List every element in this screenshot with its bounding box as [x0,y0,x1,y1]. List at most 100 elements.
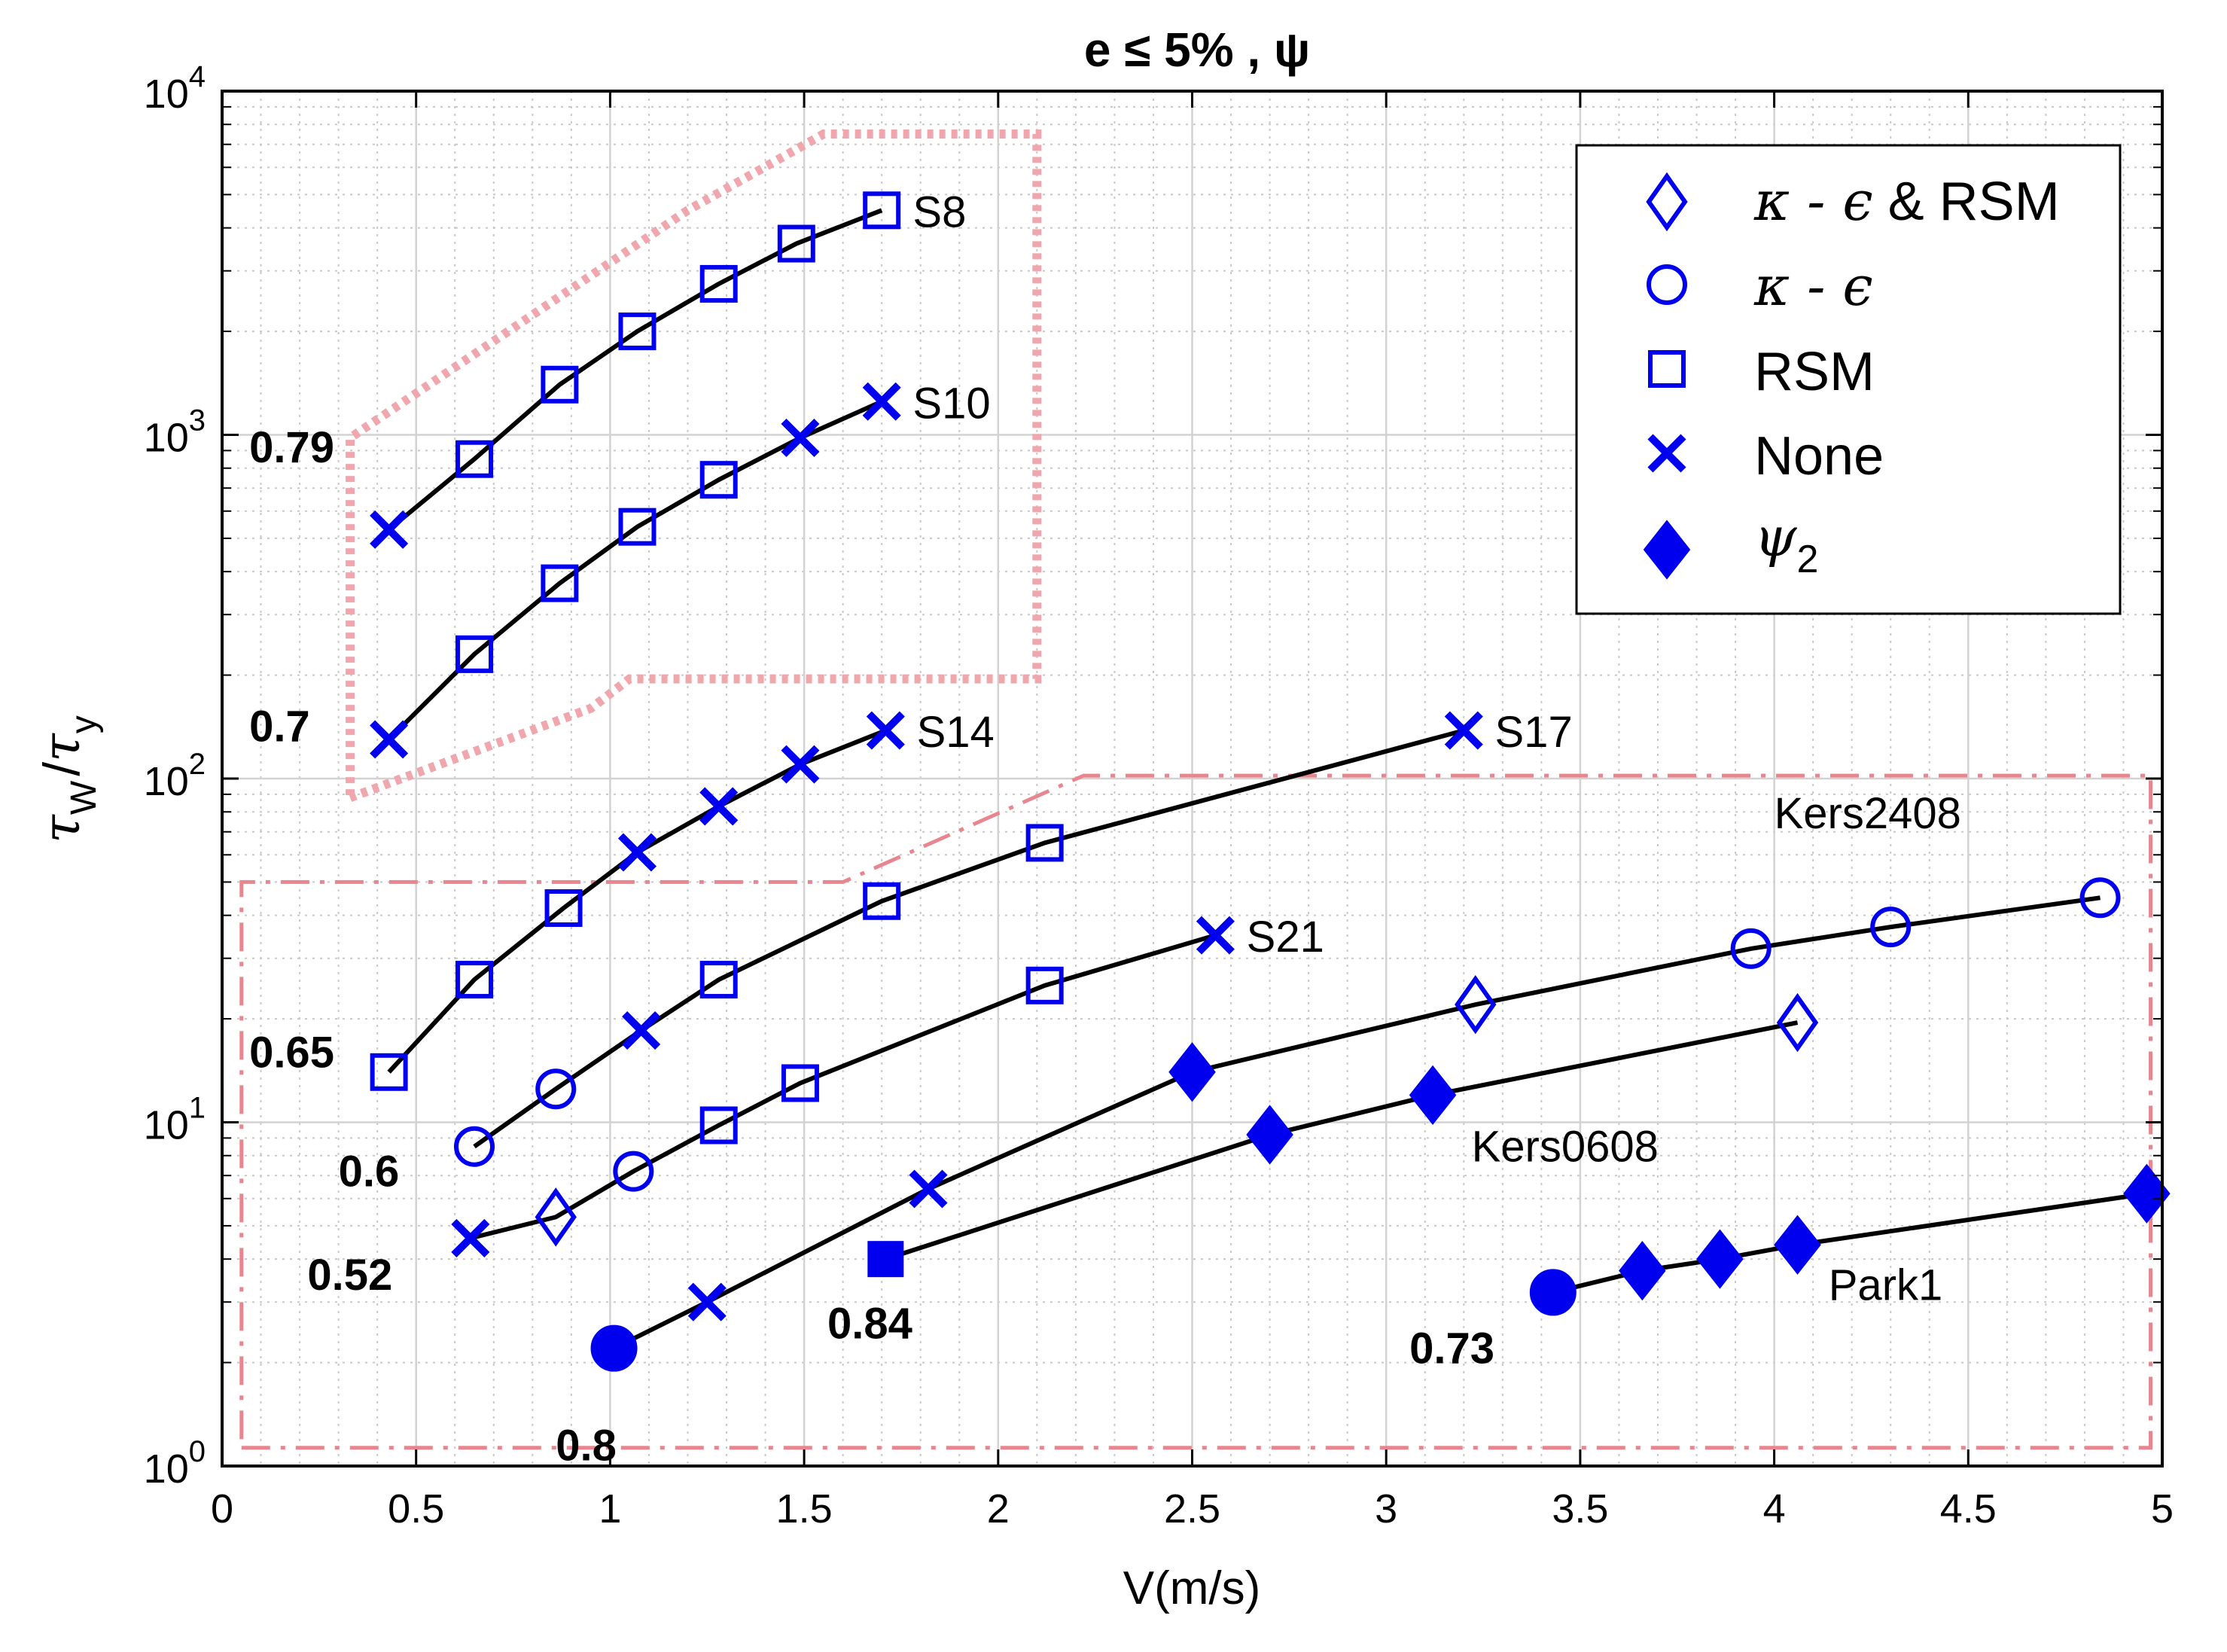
y-label-sub-y: y [64,715,104,733]
data-point-kers0608 [1409,1065,1457,1125]
data-point-s14 [699,787,739,826]
y-label-slash: / [33,762,90,776]
legend-entry-rsm: RSM [1754,342,1875,402]
y-tick-label: 104 [144,60,206,117]
data-point-s14 [544,888,583,927]
legend-entry-kappa-eps-rsm: κ - ϵ & RSM [1753,169,2060,233]
data-point-s14 [455,961,494,999]
data-point-park1 [1529,1269,1577,1316]
data-point-s17 [454,1126,495,1167]
y-label-tau-2: τ [32,733,92,762]
data-point-s21 [613,1151,654,1192]
data-point-kers2408 [1455,974,1497,1035]
x-tick-label: 2 [987,1486,1010,1532]
series-line-s21 [470,933,1217,1241]
series-label-kers0608: Kers0608 [1472,1122,1659,1171]
data-point-s10 [618,507,657,546]
y-axis-label: τW/τy [32,715,104,843]
series-labels: S8 S10 S14 S17 Kers2408 S21 Kers0608 Park1 0.79 0… [249,187,1961,1470]
fraction-label-park1: 0.73 [1409,1324,1494,1373]
data-point-s14 [866,711,905,750]
series-line-s17 [473,728,1465,1149]
series-label-park1: Park1 [1829,1260,1943,1309]
data-point-s10 [541,564,579,602]
data-point-kers2408 [687,1282,727,1321]
data-point-s8 [863,191,901,230]
fraction-label-s8: 0.79 [249,423,334,472]
high-range-region [346,130,1042,804]
x-tick-label: 3 [1375,1486,1397,1532]
series-line-kers0608 [885,1020,1799,1262]
legend-entry-psi2: ψ2 [1754,505,1818,581]
data-point-kers0608 [1776,992,1819,1053]
low-range-region [239,773,2153,1450]
data-point-park1 [1619,1241,1666,1301]
data-point-kers2408 [1168,1042,1216,1102]
x-tick-label: 4.5 [1940,1486,1997,1532]
x-tick-label: 5 [2151,1486,2174,1532]
data-point-s17 [1025,824,1064,862]
fraction-label-s21: 0.52 [307,1251,392,1300]
legend-entry-none: None [1754,426,1884,486]
data-point-s10 [862,382,901,421]
data-point-kers2408 [1870,907,1912,948]
data-point-s8 [370,510,409,549]
y-tick-label: 100 [144,1435,206,1492]
data-point-kers2408 [590,1324,638,1372]
series-label-s21: S21 [1247,913,1324,962]
fraction-label-kers0608: 0.84 [827,1300,912,1349]
y-label-tau-1: τ [32,814,92,843]
data-point-s21 [451,1218,490,1257]
data-point-s14 [617,833,657,872]
data-markers [370,191,2171,1372]
data-point-kers0608 [1246,1105,1293,1165]
data-point-s8 [777,224,815,263]
chart-title: e ≤ 5% , ψ [1084,23,1310,77]
legend-marker-circle-open [1647,264,1687,305]
x-tick-label: 2.5 [1164,1486,1220,1532]
svg-text:τW/τy: τW/τy [32,715,104,843]
data-point-s14 [370,1053,408,1091]
series-line-kers2408 [613,895,2101,1351]
data-point-s17 [535,1068,577,1110]
fraction-label-kers2408: 0.8 [556,1421,617,1470]
data-point-kers2408 [2079,877,2121,919]
data-point-kers2408 [1730,928,1772,969]
data-point-kers2408 [909,1169,948,1209]
data-point-s17 [622,1011,661,1050]
series-label-s14: S14 [917,708,995,757]
legend-marker-diamond-filled [1643,520,1691,580]
axis-ticks: 0 0.5 1 1.5 2 2.5 3 3.5 4 4.5 5 100 101 102 103 104 [144,60,2174,1532]
legend-marker-square-open [1648,350,1686,388]
data-point-s21 [535,1187,577,1247]
data-point-s17 [863,882,901,920]
y-label-sub-w: W [64,780,104,815]
data-point-s21 [781,1064,819,1102]
x-tick-label: 0 [211,1486,233,1532]
data-point-s21 [1196,916,1235,955]
fraction-label-s14: 0.65 [249,1028,334,1077]
y-tick-label: 101 [144,1092,206,1148]
data-point-s8 [455,440,494,478]
series-label-s17: S17 [1495,708,1573,757]
data-point-s21 [699,1106,738,1145]
data-point-park1 [1696,1229,1744,1289]
data-point-s17 [1444,711,1483,750]
legend: κ - ϵ & RSM κ - ϵ RSM None ψ2 [1575,144,2122,615]
legend-entry-kappa-eps: κ - ϵ [1753,255,1873,318]
x-tick-label: 0.5 [388,1486,444,1532]
x-tick-label: 3.5 [1552,1486,1608,1532]
fraction-label-s17: 0.6 [339,1148,400,1196]
data-point-park1 [1774,1215,1821,1275]
series-line-s8 [387,208,883,532]
legend-marker-diamond-open [1646,172,1688,232]
data-point-s8 [618,312,657,351]
series-label-kers2408: Kers2408 [1775,789,1961,838]
legend-markers [1643,172,1691,580]
x-tick-label: 1.5 [776,1486,833,1532]
legend-marker-x [1647,434,1686,473]
data-point-s8 [699,264,738,303]
x-tick-label: 4 [1763,1486,1786,1532]
data-point-s8 [541,365,579,404]
